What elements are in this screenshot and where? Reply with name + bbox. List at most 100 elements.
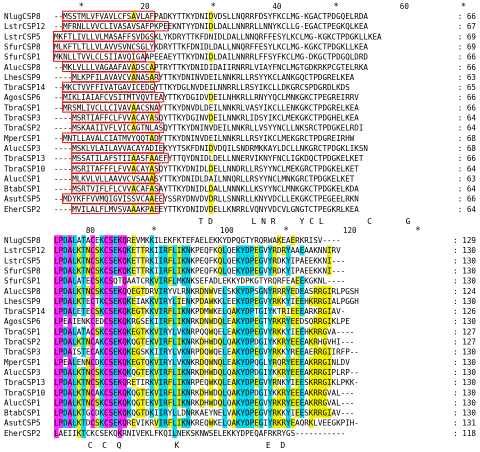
residue-shade [281, 336, 287, 347]
residue-shade [108, 357, 114, 368]
residue-shade [154, 275, 159, 286]
residue-shade [290, 306, 296, 317]
residue-shade [99, 407, 105, 418]
residue-shade [76, 255, 82, 266]
residue-shade [322, 357, 328, 368]
residue-shade [90, 336, 96, 347]
residue-shade [272, 245, 278, 256]
residue-shade [72, 407, 77, 418]
residue-shade [286, 367, 291, 378]
residue-shade [327, 265, 332, 276]
residue-shade [172, 255, 177, 266]
residue-shade [58, 265, 64, 276]
residue-shade [322, 346, 328, 357]
residue-shade [176, 377, 182, 388]
residue-shade [94, 397, 100, 408]
residue-shade [249, 265, 255, 276]
sequence-end-position: : 130 [453, 368, 476, 377]
residue-shade [54, 346, 59, 357]
residue-shade [276, 367, 282, 378]
ruler-mark: 20 [140, 2, 150, 11]
residue-shade [308, 326, 314, 337]
residue-shade [122, 296, 127, 307]
residue-shade [308, 357, 314, 368]
residue-shade [276, 387, 282, 398]
residue-shade [149, 204, 155, 215]
residue-shade [149, 387, 155, 398]
residue-shade [231, 387, 237, 398]
residue-shade [199, 357, 205, 368]
residue-shade [245, 377, 250, 388]
residue-shade [99, 346, 105, 357]
residue-shade [154, 336, 159, 347]
residue-shade [199, 336, 205, 347]
residue-shade [290, 285, 296, 297]
residue-shade [131, 122, 136, 133]
residue-shade [286, 245, 291, 256]
sequence-residues: ----MSRTVIFLFLCVVACAFASAYTTKYDNIDLDALLNN… [54, 185, 359, 194]
residue-shade [85, 377, 91, 388]
residue-shade [167, 377, 173, 388]
residue-shade [208, 112, 214, 123]
residue-shade [231, 377, 237, 388]
sequence-residues: ----MLKVLVLLAAVVCVSAAASYTTKYDNIDLDAILNNQ… [54, 174, 355, 183]
residue-shade [199, 346, 205, 357]
sequence-residues: MLKFTLTLLVLAVVSVNCSGLYKDRYTTKFDNIDLDALLN… [54, 42, 368, 51]
residue-shade [267, 316, 273, 327]
residue-shade [176, 316, 182, 327]
residue-shade [104, 316, 109, 327]
residue-shade [63, 285, 68, 297]
residue-shade [245, 316, 250, 327]
residue-shade [54, 326, 59, 337]
residue-shade [117, 428, 123, 439]
residue-shade [308, 367, 314, 378]
residue-shade [104, 367, 109, 378]
residue-shade [104, 326, 109, 337]
residue-shade [240, 367, 246, 378]
residue-shade [58, 245, 64, 256]
residue-shade [236, 417, 241, 429]
residue-shade [154, 285, 159, 297]
residue-shade [90, 245, 96, 256]
residue-shade [267, 336, 273, 347]
residue-shade [231, 316, 237, 327]
residue-shade [222, 265, 227, 276]
residue-shade [81, 296, 86, 307]
residue-shade [240, 296, 246, 307]
residue-shade [117, 397, 123, 408]
residue-shade [290, 417, 296, 429]
residue-shade [245, 336, 250, 347]
residue-shade [208, 163, 214, 174]
residue-shade [99, 397, 105, 408]
residue-shade [272, 407, 278, 418]
residue-shade [67, 397, 73, 408]
residue-shade [154, 417, 159, 429]
residue-shade [72, 377, 77, 388]
residue-shade [158, 255, 164, 266]
residue-shade [327, 285, 332, 297]
residue-shade [322, 336, 328, 347]
residue-shade [236, 336, 241, 347]
residue-shade [54, 387, 59, 398]
residue-shade [63, 397, 68, 408]
residue-shade [81, 397, 86, 408]
residue-shade [208, 336, 214, 347]
residue-shade [249, 357, 255, 368]
sequence-name: TbraCSP13 [4, 154, 45, 163]
residue-shade [126, 316, 132, 327]
residue-shade [54, 245, 59, 256]
residue-shade [267, 417, 273, 429]
residue-shade [113, 357, 118, 368]
residue-shade [267, 265, 273, 276]
residue-shade [185, 326, 191, 337]
residue-shade [131, 265, 136, 276]
residue-shade [99, 255, 105, 266]
residue-shade [117, 346, 123, 357]
residue-shade [54, 316, 59, 327]
residue-shade [108, 397, 114, 408]
residue-shade [167, 316, 173, 327]
residue-shade [108, 417, 114, 429]
residue-shade [76, 296, 82, 307]
residue-shade [176, 306, 182, 317]
